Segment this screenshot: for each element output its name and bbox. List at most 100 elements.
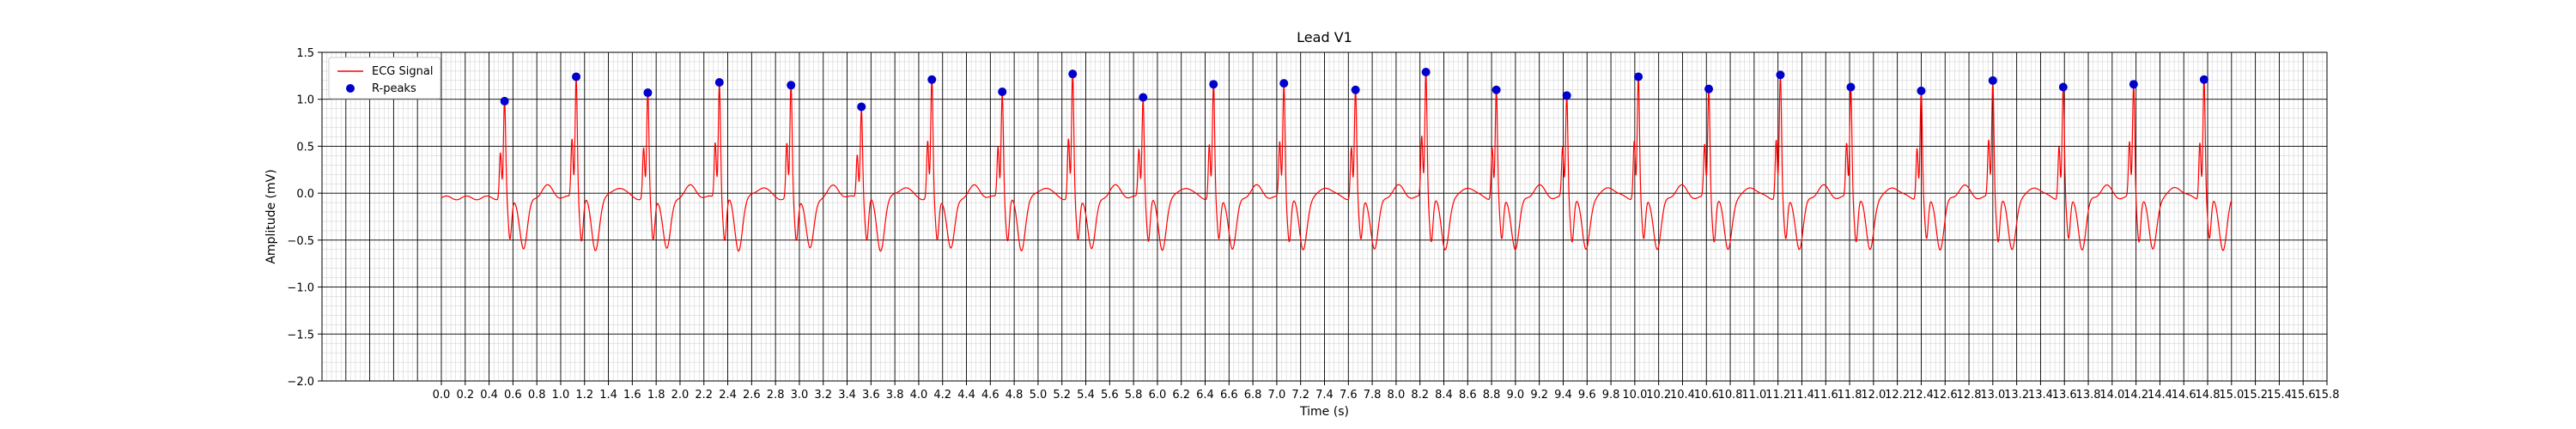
x-tick-label: 13.8 (2076, 389, 2101, 402)
x-tick-label: 14.8 (2196, 389, 2221, 402)
x-tick-label: 5.8 (1125, 389, 1143, 402)
x-tick-label: 15.0 (2219, 389, 2244, 402)
legend-label-ecg-signal: ECG Signal (372, 65, 433, 78)
r-peak-marker (1776, 70, 1785, 80)
r-peak-marker (714, 78, 724, 88)
r-peak-marker (1421, 67, 1431, 76)
x-tick-label: 11.8 (1838, 389, 1862, 402)
x-tick-label: 5.4 (1077, 389, 1095, 402)
r-peak-marker (1917, 86, 1926, 95)
r-peaks-group (500, 67, 2208, 112)
x-tick-label: 13.6 (2052, 389, 2077, 402)
x-tick-label: 3.4 (838, 389, 856, 402)
x-tick-label: 5.0 (1030, 389, 1048, 402)
x-tick-label: 14.2 (2123, 389, 2148, 402)
x-tick-label: 11.6 (1814, 389, 1838, 402)
r-peak-marker (2199, 75, 2208, 84)
x-tick-label: 2.8 (767, 389, 785, 402)
x-tick-label: 1.4 (599, 389, 617, 402)
x-tick-label: 8.6 (1459, 389, 1477, 402)
x-tick-label: 15.4 (2267, 389, 2292, 402)
legend-label-r-peaks: R-peaks (372, 82, 416, 95)
x-tick-label: 7.4 (1315, 389, 1334, 402)
x-tick-label: 1.0 (552, 389, 570, 402)
x-tick-label: 9.6 (1578, 389, 1596, 402)
x-tick-label: 1.6 (623, 389, 641, 402)
x-tick-label: 9.0 (1507, 389, 1525, 402)
x-tick-label: 12.8 (1957, 389, 1982, 402)
legend: ECG Signal R-peaks (328, 57, 441, 100)
x-tick-label: 8.0 (1388, 389, 1406, 402)
r-peak-marker (1139, 93, 1148, 102)
x-tick-label: 6.2 (1172, 389, 1190, 402)
r-peak-marker (1846, 82, 1856, 92)
y-tick-label: −1.0 (287, 282, 314, 295)
y-tick-label: 0.5 (296, 141, 314, 154)
x-ticks: 0.0 0.2 0.4 0.6 0.8 1.0 1.2 1.4 1.6 1.8 2.0 2.2 2.4 2… (433, 381, 2340, 402)
r-peak-marker (2129, 80, 2138, 89)
x-tick-label: 14.0 (2099, 389, 2124, 402)
x-tick-label: 6.0 (1149, 389, 1167, 402)
x-tick-label: 12.4 (1909, 389, 1934, 402)
x-tick-label: 13.2 (2004, 389, 2029, 402)
y-axis-label: Amplitude (mV) (264, 169, 278, 263)
x-tick-label: 8.2 (1411, 389, 1429, 402)
x-tick-label: 4.8 (1005, 389, 1024, 402)
y-ticks: −2.0 −1.5 −1.0 −0.5 0.0 0.5 1.0 1.5 (287, 47, 322, 389)
x-tick-label: 1.8 (647, 389, 665, 402)
x-tick-label: 0.4 (480, 389, 498, 402)
y-tick-label: −2.0 (287, 376, 314, 389)
legend-box (328, 57, 441, 100)
x-tick-label: 13.0 (1980, 389, 2005, 402)
x-tick-label: 9.2 (1530, 389, 1548, 402)
y-tick-label: 1.0 (296, 94, 314, 107)
x-tick-label: 12.0 (1861, 389, 1886, 402)
legend-marker-swatch (346, 84, 355, 93)
x-tick-label: 10.8 (1718, 389, 1743, 402)
x-tick-label: 12.6 (1933, 389, 1958, 402)
r-peak-marker (1068, 69, 1078, 79)
x-tick-label: 8.4 (1435, 389, 1453, 402)
x-tick-label: 10.0 (1622, 389, 1647, 402)
series-group (440, 72, 2233, 252)
x-tick-label: 12.2 (1885, 389, 1910, 402)
x-tick-label: 4.4 (957, 389, 975, 402)
x-tick-label: 6.4 (1196, 389, 1214, 402)
x-tick-label: 15.6 (2291, 389, 2316, 402)
r-peak-marker (1634, 72, 1643, 82)
r-peak-marker (1351, 85, 1360, 94)
x-tick-label: 4.6 (981, 389, 999, 402)
y-tick-label: −0.5 (287, 235, 314, 248)
x-tick-label: 0.0 (433, 389, 451, 402)
x-tick-label: 11.4 (1789, 389, 1814, 402)
ecg-signal-line (440, 72, 2233, 252)
r-peak-marker (2058, 82, 2068, 92)
chart-title: Lead V1 (1297, 29, 1352, 45)
r-peak-marker (572, 72, 581, 82)
y-tick-label: 0.0 (296, 188, 314, 201)
x-tick-label: 10.2 (1646, 389, 1671, 402)
x-tick-label: 6.6 (1220, 389, 1238, 402)
x-tick-label: 1.2 (575, 389, 593, 402)
x-tick-label: 7.6 (1340, 389, 1358, 402)
x-tick-label: 9.8 (1602, 389, 1620, 402)
x-tick-label: 0.2 (456, 389, 474, 402)
x-axis-label: Time (s) (1299, 405, 1349, 419)
x-tick-label: 10.6 (1694, 389, 1719, 402)
y-tick-label: −1.5 (287, 329, 314, 341)
x-tick-label: 3.8 (886, 389, 904, 402)
x-tick-label: 2.0 (671, 389, 690, 402)
x-tick-label: 0.8 (528, 389, 546, 402)
x-tick-label: 6.8 (1244, 389, 1262, 402)
x-tick-label: 3.6 (862, 389, 880, 402)
r-peak-marker (1492, 85, 1501, 94)
x-tick-label: 15.8 (2315, 389, 2340, 402)
x-tick-label: 5.2 (1053, 389, 1071, 402)
r-peak-marker (927, 75, 937, 84)
x-tick-label: 2.4 (719, 389, 737, 402)
x-tick-label: 8.8 (1483, 389, 1501, 402)
x-tick-label: 4.2 (933, 389, 951, 402)
x-tick-label: 10.4 (1670, 389, 1695, 402)
